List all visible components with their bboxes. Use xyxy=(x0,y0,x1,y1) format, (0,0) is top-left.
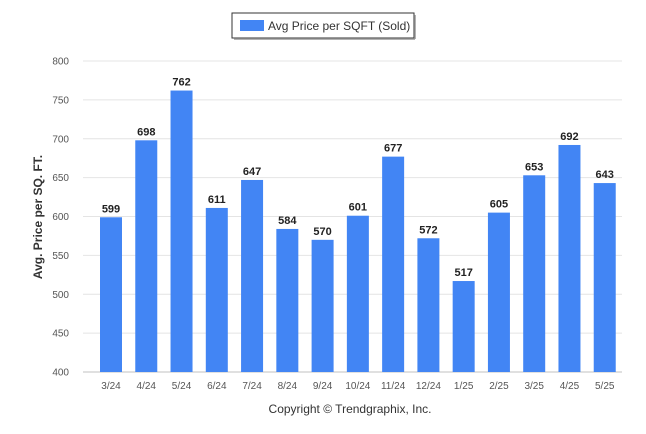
x-tick-label: 5/25 xyxy=(595,381,615,392)
data-label: 599 xyxy=(102,203,120,215)
data-label: 570 xyxy=(313,226,331,238)
data-label: 517 xyxy=(454,267,472,279)
legend-label: Avg Price per SQFT (Sold) xyxy=(268,19,410,33)
bar-6-24 xyxy=(205,207,228,372)
data-label: 611 xyxy=(208,194,226,206)
y-tick-label: 600 xyxy=(52,212,69,223)
x-tick-label: 2/25 xyxy=(489,381,509,392)
bar-3-24 xyxy=(100,217,122,372)
y-tick-label: 700 xyxy=(52,134,69,145)
y-tick-label: 800 xyxy=(52,57,69,68)
x-tick-label: 4/25 xyxy=(560,381,580,392)
x-tick-label: 4/24 xyxy=(137,381,157,392)
y-tick-label: 750 xyxy=(52,95,69,106)
x-tick-label: 3/25 xyxy=(524,381,544,392)
x-tick-label: 5/24 xyxy=(172,381,192,392)
y-tick-label: 500 xyxy=(52,290,69,301)
x-tick-label: 9/24 xyxy=(313,381,333,392)
data-label: 653 xyxy=(525,161,543,173)
copyright-text: Copyright © Trendgraphix, Inc. xyxy=(269,402,432,416)
bar-11-24 xyxy=(382,156,405,372)
bar-5-24 xyxy=(170,90,193,373)
y-tick-label: 550 xyxy=(52,251,69,262)
x-tick-label: 6/24 xyxy=(207,381,227,392)
x-tick-label: 3/24 xyxy=(101,381,121,392)
y-tick-label: 450 xyxy=(52,329,69,340)
data-label: 584 xyxy=(278,215,297,227)
bar-2-25 xyxy=(487,212,510,372)
data-label: 572 xyxy=(419,224,437,236)
data-label: 677 xyxy=(384,143,402,155)
data-label: 647 xyxy=(243,166,261,178)
legend-swatch xyxy=(240,20,264,31)
bar-3-25 xyxy=(523,175,546,372)
x-tick-label: 11/24 xyxy=(381,381,406,392)
x-tick-label: 12/24 xyxy=(416,381,441,392)
bar-1-25 xyxy=(452,281,475,372)
y-tick-label: 650 xyxy=(52,173,69,184)
y-tick-label: 400 xyxy=(52,368,69,379)
data-label: 601 xyxy=(349,202,367,214)
bar-4-24 xyxy=(135,140,158,372)
x-tick-label: 10/24 xyxy=(345,381,370,392)
data-label: 762 xyxy=(172,77,190,89)
x-tick-label: 1/25 xyxy=(454,381,474,392)
data-label: 698 xyxy=(137,126,155,138)
data-label: 692 xyxy=(560,131,578,143)
x-tick-label: 7/24 xyxy=(242,381,262,392)
y-axis-title: Avg. Price per SQ. FT. xyxy=(31,155,45,279)
data-label: 605 xyxy=(490,199,508,211)
x-tick-label: 8/24 xyxy=(278,381,298,392)
bar-10-24 xyxy=(346,215,369,372)
bar-4-25 xyxy=(558,144,581,372)
data-label: 643 xyxy=(596,169,614,181)
bar-7-24 xyxy=(241,179,264,372)
legend: Avg Price per SQFT (Sold) xyxy=(231,12,416,40)
bar-8-24 xyxy=(276,228,299,372)
bars: 599 3/24 698 4/24 762 5/24 611 6/24 647 7/24 584 8/… xyxy=(100,77,616,392)
bar-5-25 xyxy=(593,183,616,372)
bar-12-24 xyxy=(417,238,440,372)
bar-9-24 xyxy=(311,239,334,372)
